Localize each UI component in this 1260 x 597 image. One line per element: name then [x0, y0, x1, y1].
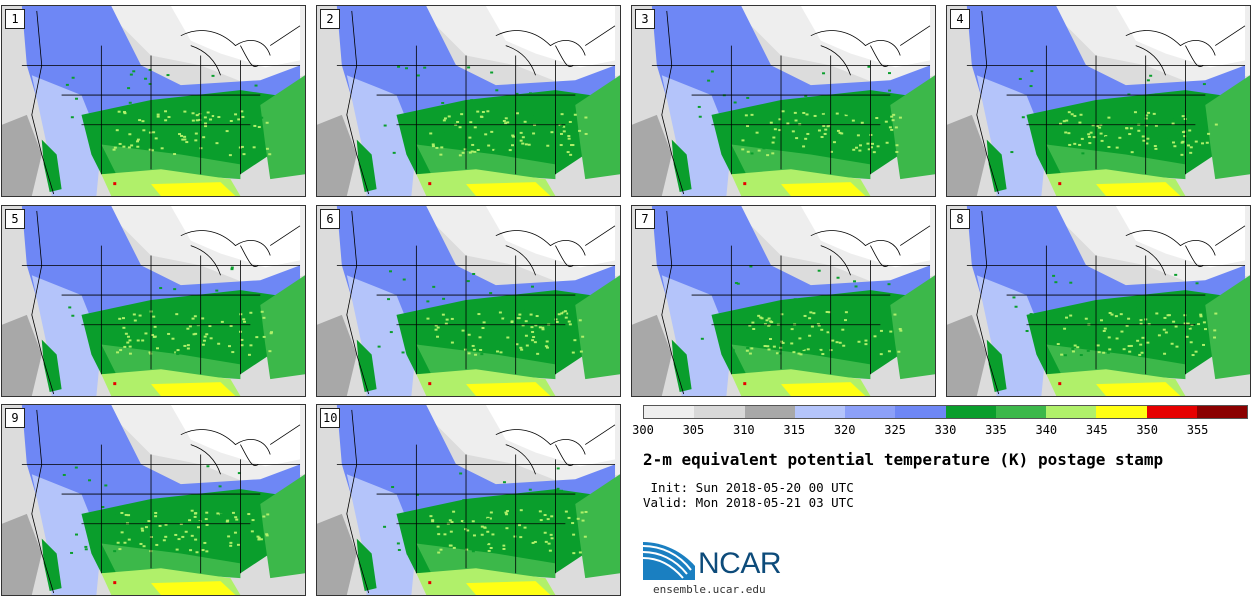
colorbar-tick-label: 345 [1085, 423, 1108, 437]
colorbar-ticks: 300 305 310 315 320 325 330 335 340 345 350 355 [632, 423, 1248, 439]
colorbar-tick-label: 340 [1035, 423, 1058, 437]
colorbar-segment [845, 406, 896, 418]
map-panel: 6 [316, 205, 621, 397]
colorbar-tick-label: 350 [1136, 423, 1158, 437]
chart-title: 2-m equivalent potential temperature (K)… [643, 450, 1164, 469]
colorbar-tick-label: 355 [1186, 423, 1209, 437]
colorbar-tick-label: 305 [682, 423, 705, 437]
panel-number-label: 1 [5, 9, 25, 29]
map-panel: 2 [316, 5, 621, 197]
colorbar-segment [1146, 406, 1197, 418]
map-panel: 1 [1, 5, 306, 197]
colorbar-tick-label: 330 [934, 423, 957, 437]
map-panel: 7 [631, 205, 936, 397]
colorbar-segment [694, 406, 745, 418]
colorbar-segment [794, 406, 845, 418]
panel-number-label: 5 [5, 209, 25, 229]
map-panel: 3 [631, 5, 936, 197]
panel-number-label: 3 [635, 9, 655, 29]
colorbar-segment [744, 406, 795, 418]
colorbar-segment [1096, 406, 1147, 418]
colorbar-tick-label: 315 [783, 423, 806, 437]
panel-number-label: 2 [320, 9, 340, 29]
colorbar-segment [945, 406, 996, 418]
map-panel: 8 [946, 205, 1251, 397]
colorbar-tick-label: 320 [833, 423, 856, 437]
panel-number-label: 9 [5, 408, 25, 428]
colorbar-tick-label: 310 [732, 423, 755, 437]
panel-number-label: 7 [635, 209, 655, 229]
colorbar-tick-label: 335 [985, 423, 1007, 437]
panel-number-label: 4 [950, 9, 970, 29]
panel-number-label: 6 [320, 209, 340, 229]
init-time: Init: Sun 2018-05-20 00 UTC [643, 480, 854, 495]
ncar-logo-icon [643, 542, 695, 580]
colorbar [643, 405, 1248, 419]
colorbar-segment [1046, 406, 1097, 418]
map-panel: 4 [946, 5, 1251, 197]
colorbar-tick-label: 300 [632, 423, 654, 437]
map-panel: 10 [316, 404, 621, 596]
colorbar-segment [995, 406, 1046, 418]
website-label: ensemble.ucar.edu [653, 583, 766, 596]
colorbar-segment [644, 406, 695, 418]
valid-time: Valid: Mon 2018-05-21 03 UTC [643, 495, 854, 510]
map-panel: 5 [1, 205, 306, 397]
colorbar-tick-label: 325 [884, 423, 906, 437]
logo-wordmark: NCAR [698, 547, 782, 580]
colorbar-segment [895, 406, 946, 418]
panel-number-label: 8 [950, 209, 970, 229]
map-panel: 9 [1, 404, 306, 596]
colorbar-segment [1196, 406, 1247, 418]
panel-number-label: 10 [320, 408, 341, 428]
